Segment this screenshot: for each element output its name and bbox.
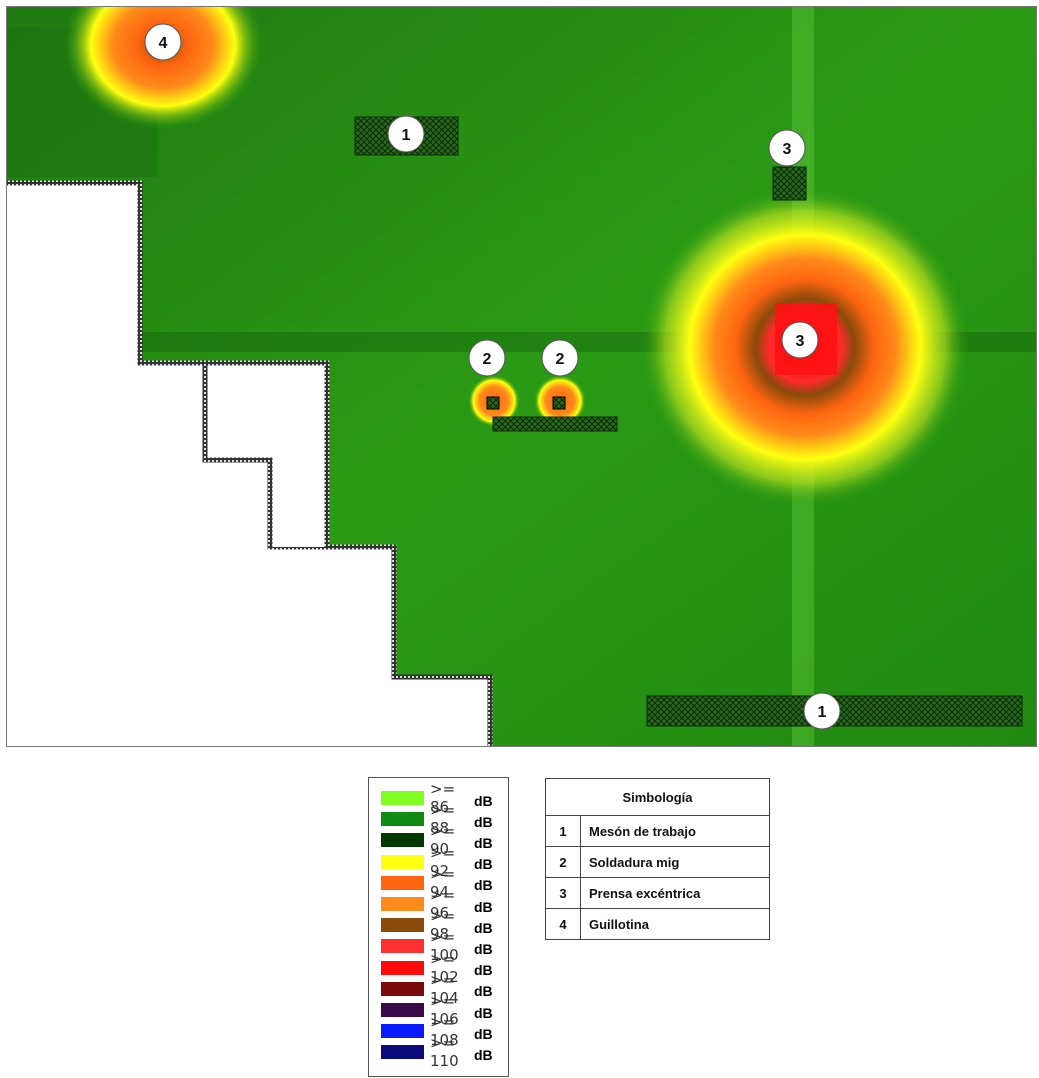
legend-unit: dB [474, 940, 493, 957]
legend-unit: dB [474, 1046, 493, 1063]
prensa-small-area [772, 166, 807, 201]
legend-swatch [381, 791, 424, 805]
svg-text:3: 3 [796, 333, 805, 350]
legend-unit: dB [474, 813, 493, 830]
symbology-label: Prensa excéntrica [580, 877, 770, 909]
symbology-label: Guillotina [580, 908, 770, 940]
legend-label: >= 100 [430, 928, 459, 965]
legend-swatch [381, 1003, 424, 1017]
legend-label: >= 110 [430, 1034, 459, 1071]
legend-item: >= 104 dB [381, 971, 493, 1007]
legend-label: >= 96 [430, 886, 456, 922]
legend-item: >= 110 dB [381, 1034, 493, 1070]
legend-item: >= 86 dB [381, 780, 493, 816]
legend-swatch [381, 960, 424, 975]
legend-swatch [381, 918, 424, 933]
legend-unit: dB [474, 962, 493, 979]
svg-text:2: 2 [556, 351, 565, 368]
legend-unit: dB [474, 898, 493, 915]
legend-label: >= 98 [430, 907, 456, 944]
legend-unit: dB [474, 877, 493, 894]
noise-map: 4 1 3 3 2 2 1 [6, 6, 1037, 747]
legend-swatch [381, 1045, 424, 1060]
noise-map-canvas: 4 1 3 3 2 2 1 [7, 7, 1036, 746]
symbology-title: Simbología [545, 778, 770, 816]
symbology-table: Simbología 1 Mesón de trabajo 2 Soldadur… [545, 778, 770, 940]
svg-text:2: 2 [483, 351, 492, 368]
symbology-row: 2 Soldadura mig [545, 846, 770, 878]
symbology-num: 2 [545, 846, 581, 878]
legend-item: >= 108 dB [381, 1013, 493, 1049]
legend-unit: dB [474, 1004, 493, 1021]
legend-swatch [381, 875, 424, 890]
symbology-num: 3 [545, 877, 581, 909]
noise-level-legend: >= 86 dB >= 88 dB >= 90 dB >= 92 dB >= 94 dB >= 96… [368, 777, 509, 1077]
legend-unit: dB [474, 792, 493, 809]
legend-label: >= 90 [430, 822, 456, 859]
symbology-num: 4 [545, 908, 581, 940]
legend-unit: dB [474, 856, 493, 873]
symbology-header-row: Simbología [545, 778, 770, 816]
svg-text:1: 1 [402, 127, 411, 144]
marker-soldadura-right: 2 [541, 339, 579, 377]
svg-text:4: 4 [159, 35, 168, 52]
symbology-label: Mesón de trabajo [580, 815, 770, 847]
legend-item: >= 94 dB [381, 865, 493, 901]
legend-item: >= 106 dB [381, 992, 493, 1028]
legend-unit: dB [474, 919, 493, 936]
marker-prensa-small: 3 [768, 129, 806, 167]
soldadura-bench-area [492, 416, 618, 432]
legend-swatch [381, 939, 424, 954]
legend-swatch [381, 981, 424, 996]
marker-soldadura-left: 2 [468, 339, 506, 377]
marker-meson-bottom: 1 [803, 692, 841, 730]
legend-item: >= 98 dB [381, 907, 493, 943]
symbology-row: 4 Guillotina [545, 908, 770, 940]
legend-label: >= 92 [430, 843, 456, 880]
symbology-label: Soldadura mig [580, 846, 770, 878]
legend-label: >= 88 [430, 801, 456, 838]
legend-item: >= 96 dB [381, 886, 493, 922]
symbology-num: 1 [545, 815, 581, 847]
legend-swatch [381, 897, 424, 911]
symbology-row: 3 Prensa excéntrica [545, 877, 770, 909]
symbology-row: 1 Mesón de trabajo [545, 815, 770, 847]
svg-text:1: 1 [818, 704, 827, 721]
marker-meson-top: 1 [387, 115, 425, 153]
legend-swatch [381, 812, 424, 827]
legend-swatch [381, 833, 424, 848]
legend-unit: dB [474, 834, 493, 851]
svg-text:3: 3 [783, 141, 792, 158]
marker-prensa-big: 3 [781, 321, 819, 359]
legend-label: >= 102 [430, 949, 459, 986]
legend-item: >= 102 dB [381, 950, 493, 986]
legend-swatch [381, 1024, 424, 1039]
legend-swatch [381, 854, 424, 869]
legend-label: >= 106 [430, 992, 459, 1028]
legend-item: >= 90 dB [381, 822, 493, 858]
legend-label: >= 108 [430, 1013, 459, 1050]
legend-unit: dB [474, 983, 493, 1000]
legend-item: >= 88 dB [381, 801, 493, 837]
legend-label: >= 86 [430, 780, 456, 816]
legend-item: >= 100 dB [381, 928, 493, 964]
legend-unit: dB [474, 1025, 493, 1042]
legend-label: >= 94 [430, 864, 456, 901]
legend-item: >= 92 dB [381, 844, 493, 880]
marker-guillotina: 4 [144, 23, 182, 61]
legend-label: >= 104 [430, 970, 459, 1007]
